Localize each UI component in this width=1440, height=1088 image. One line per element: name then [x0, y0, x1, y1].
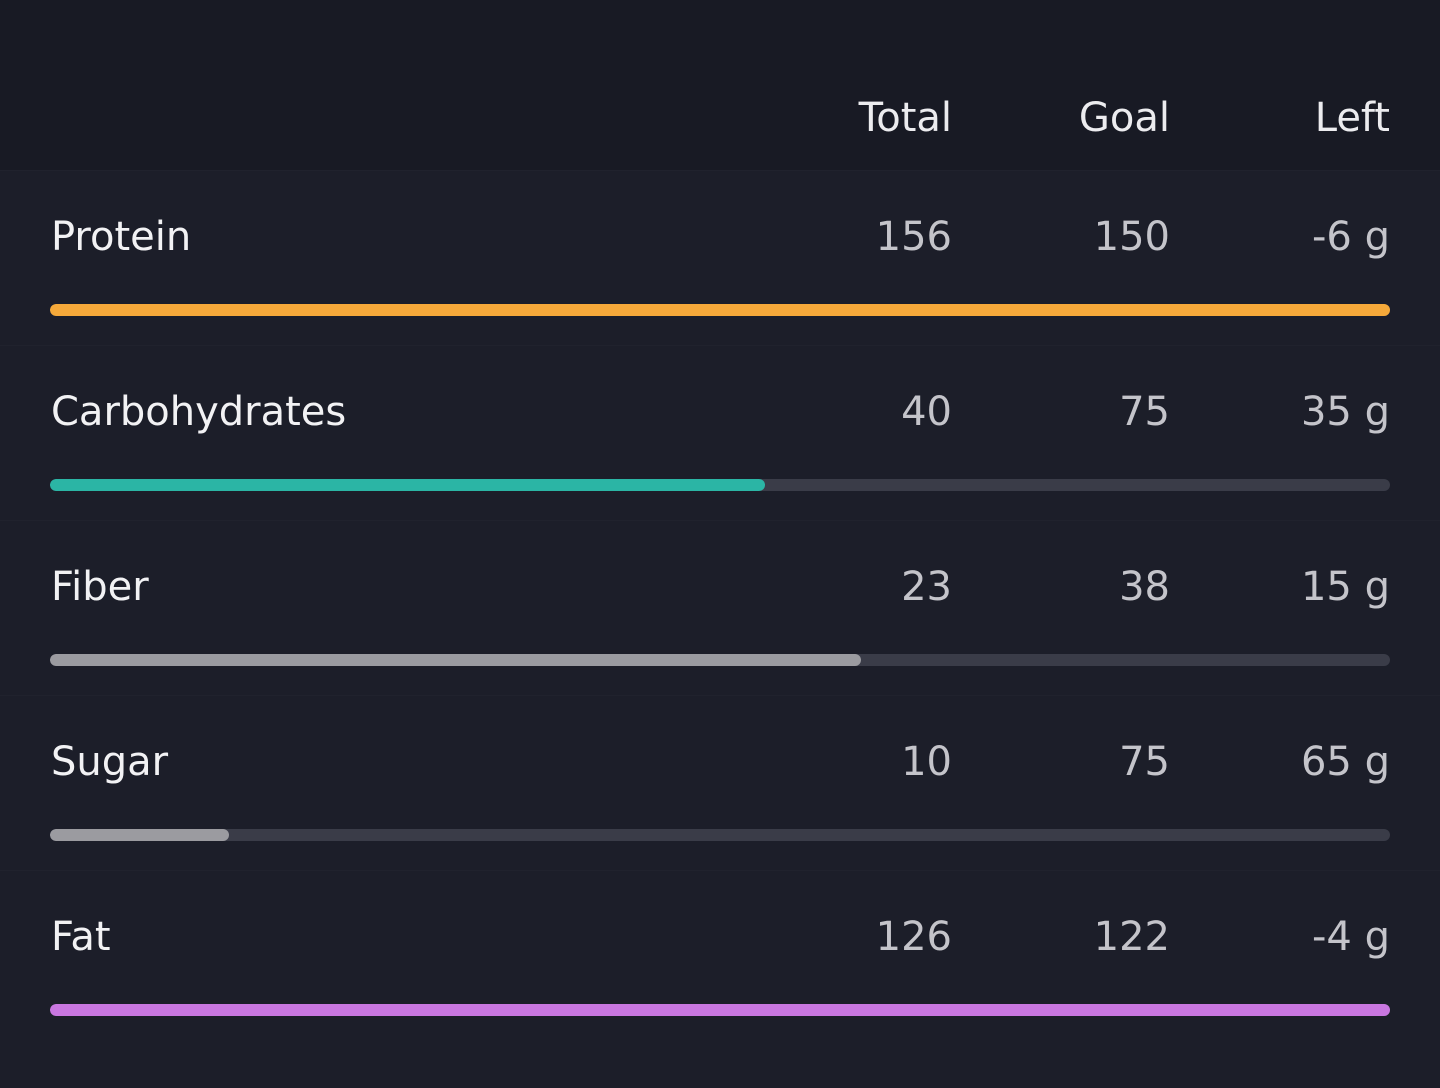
left-value: 15 g [1300, 564, 1390, 610]
column-header: Goal [1078, 95, 1170, 141]
goal-value: 122 [1093, 914, 1170, 960]
total-value: 156 [875, 214, 952, 260]
nutrient-row: Carbohydrates 40 75 35 g [0, 345, 1440, 520]
nutrient-row: Fiber 23 38 15 g [0, 520, 1440, 695]
nutrient-row: Protein 156 150 -6 g [0, 170, 1440, 345]
nutrient-name: Protein [51, 214, 192, 260]
progress-bar [50, 829, 229, 841]
total-value: 126 [875, 914, 952, 960]
nutrient-row: Sugar 10 75 65 g [0, 695, 1440, 870]
total-value: 10 [901, 739, 952, 785]
column-header: Total [858, 95, 952, 141]
left-value: -6 g [1312, 214, 1390, 260]
goal-value: 38 [1119, 564, 1170, 610]
goal-value: 75 [1119, 389, 1170, 435]
total-value: 40 [901, 389, 952, 435]
progress-track [50, 304, 1390, 316]
progress-bar [50, 1004, 1390, 1016]
progress-bar [50, 479, 765, 491]
progress-track [50, 1004, 1390, 1016]
nutrient-name: Fiber [51, 564, 149, 610]
total-value: 23 [901, 564, 952, 610]
left-value: -4 g [1312, 914, 1390, 960]
progress-bar [50, 654, 862, 666]
column-header: Left [1314, 95, 1390, 141]
goal-value: 75 [1119, 739, 1170, 785]
nutrient-name: Carbohydrates [51, 389, 347, 435]
left-value: 65 g [1300, 739, 1390, 785]
progress-track [50, 654, 1390, 666]
progress-bar [50, 304, 1390, 316]
nutrient-name: Sugar [51, 739, 169, 785]
nutrient-name: Fat [51, 914, 111, 960]
progress-track [50, 479, 1390, 491]
left-value: 35 g [1300, 389, 1390, 435]
goal-value: 150 [1093, 214, 1170, 260]
nutrient-row: Fat 126 122 -4 g [0, 870, 1440, 1045]
progress-track [50, 829, 1390, 841]
table-header: Total Goal Left [0, 0, 1440, 170]
